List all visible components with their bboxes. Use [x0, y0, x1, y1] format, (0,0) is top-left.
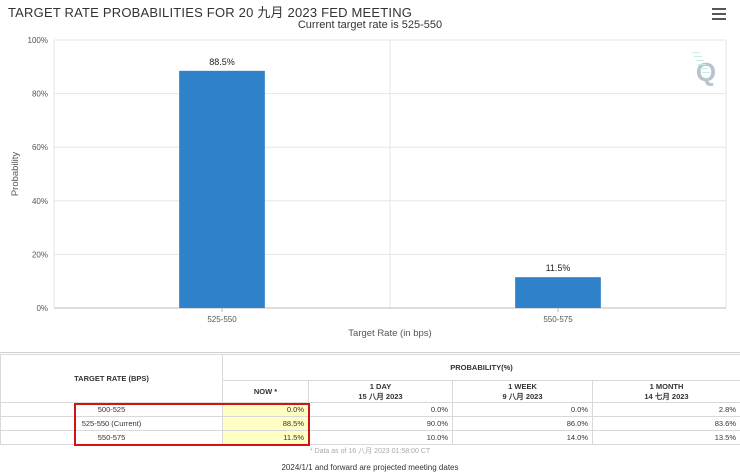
row-rate: 550-575 — [0, 430, 223, 445]
col-1day-date: 15 八月 2023 — [358, 391, 403, 401]
row-rate: 525-550 (Current) — [0, 416, 223, 431]
bar — [179, 70, 265, 308]
header-probability: PROBABILITY(%) — [222, 354, 740, 381]
x-axis-title: Target Rate (in bps) — [348, 328, 431, 339]
logo-stripe — [696, 60, 704, 61]
cell-1month: 13.5% — [592, 430, 740, 445]
probability-table: TARGET RATE (BPS) PROBABILITY(%) NOW * 1… — [0, 354, 740, 445]
cell-now: 11.5% — [222, 430, 309, 445]
q-logo: Q — [688, 46, 724, 92]
logo-stripe — [700, 68, 708, 69]
table-row: 500-525 0.0% 0.0% 0.0% 2.8% — [0, 402, 740, 417]
logo-stripe — [694, 56, 702, 57]
y-tick-label: 0% — [36, 304, 48, 313]
data-label: 88.5% — [209, 57, 235, 67]
bar — [515, 277, 601, 308]
col-1month-label: 1 MONTH — [649, 381, 684, 391]
col-now: NOW * — [222, 380, 309, 403]
cell-1day: 90.0% — [308, 416, 453, 431]
logo-stripe — [698, 64, 706, 65]
footer-note: 2024/1/1 and forward are projected meeti… — [281, 463, 459, 472]
col-1day-label: 1 DAY — [369, 381, 392, 391]
cell-now: 88.5% — [222, 416, 309, 431]
y-tick-label: 80% — [32, 90, 48, 99]
y-tick-label: 40% — [32, 197, 48, 206]
x-tick-label: 550-575 — [543, 315, 573, 324]
cell-1week: 0.0% — [452, 402, 593, 417]
y-tick-label: 20% — [32, 250, 48, 259]
cell-1week: 86.0% — [452, 416, 593, 431]
header-target-rate: TARGET RATE (BPS) — [0, 354, 223, 403]
y-tick-label: 60% — [32, 143, 48, 152]
y-axis-title: Probability — [10, 152, 21, 197]
row-rate: 500-525 — [0, 402, 223, 417]
cell-1week: 14.0% — [452, 430, 593, 445]
bar-chart: 0% 20% 40% 60% 80% 100% 88.5% 525-550 11.5% 550-5… — [10, 36, 727, 339]
cell-1month: 2.8% — [592, 402, 740, 417]
x-tick-label: 525-550 — [207, 315, 237, 324]
table-row: 550-575 11.5% 10.0% 14.0% 13.5% — [0, 430, 740, 445]
col-1week: 1 WEEK 9 八月 2023 — [452, 380, 593, 403]
menu-icon[interactable] — [712, 8, 726, 20]
col-1day: 1 DAY 15 八月 2023 — [308, 380, 453, 403]
col-now-label: NOW * — [253, 387, 278, 396]
cell-now: 0.0% — [222, 402, 309, 417]
chart-title: TARGET RATE PROBABILITIES FOR 20 九月 2023… — [8, 5, 413, 20]
chart-subtitle: Current target rate is 525-550 — [297, 19, 443, 31]
col-1month: 1 MONTH 14 七月 2023 — [592, 380, 740, 403]
logo-stripe — [702, 72, 710, 73]
cell-1month: 83.6% — [592, 416, 740, 431]
chart-frame — [0, 352, 740, 353]
data-label: 11.5% — [546, 263, 571, 273]
table-row: 525-550 (Current) 88.5% 90.0% 86.0% 83.6… — [0, 416, 740, 431]
cell-1day: 0.0% — [308, 402, 453, 417]
y-tick-label: 100% — [28, 36, 48, 45]
cell-1day: 10.0% — [308, 430, 453, 445]
col-1month-date: 14 七月 2023 — [644, 391, 689, 401]
col-1week-label: 1 WEEK — [508, 381, 537, 391]
data-note: * Data as of 16 八月 2023 01:58:00 CT — [309, 448, 431, 455]
logo-stripe — [692, 52, 700, 53]
col-1week-date: 9 八月 2023 — [502, 391, 543, 401]
